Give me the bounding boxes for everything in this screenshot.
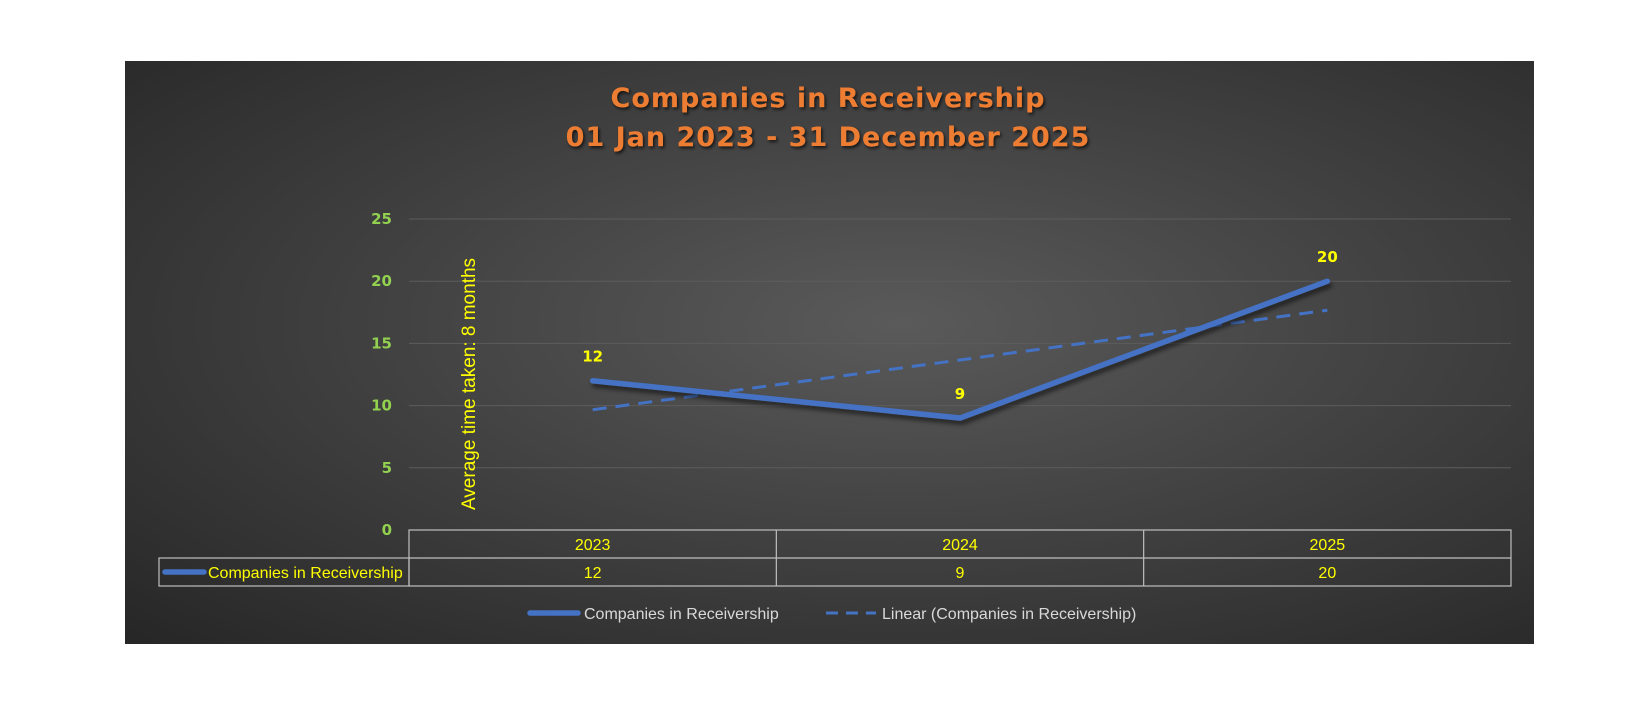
table-category-2025: 2025 [1310, 537, 1346, 554]
chart-subtitle: 01 Jan 2023 - 31 December 2025 [566, 122, 1091, 153]
table-category-2023: 2023 [575, 537, 611, 554]
average-time-annotation: Average time taken: 8 months [459, 258, 480, 510]
y-tick-label: 25 [371, 210, 392, 228]
data-label-2024: 9 [955, 385, 965, 403]
y-tick-label: 5 [382, 459, 392, 477]
y-tick-label: 10 [371, 397, 392, 415]
table-value-2025: 20 [1318, 565, 1336, 582]
y-tick-label: 15 [371, 334, 392, 352]
chart-area [125, 61, 1534, 644]
legend-label-series: Companies in Receivership [584, 606, 779, 623]
chart-title: Companies in Receivership [611, 83, 1046, 114]
table-category-2024: 2024 [942, 537, 978, 554]
legend: Companies in Receivership Linear (Compani… [527, 606, 1136, 623]
y-tick-label: 0 [382, 521, 392, 539]
table-value-2024: 9 [956, 565, 965, 582]
data-label-2023: 12 [582, 348, 603, 366]
data-label-2025: 20 [1317, 248, 1338, 266]
table-value-2023: 12 [584, 565, 602, 582]
legend-label-trendline: Linear (Companies in Receivership) [882, 606, 1136, 623]
y-tick-label: 20 [371, 272, 392, 290]
y-axis-tick-labels: 0 5 10 15 20 25 [371, 210, 392, 539]
data-table: 2023 12 2024 9 2025 20 Companies in Receiversh… [158, 529, 1512, 587]
gridlines [409, 218, 1511, 469]
series-layer [589, 278, 1331, 421]
data-labels: 12 9 20 [582, 248, 1338, 403]
table-series-name: Companies in Receivership [208, 565, 403, 582]
table-key-cell [158, 557, 410, 587]
